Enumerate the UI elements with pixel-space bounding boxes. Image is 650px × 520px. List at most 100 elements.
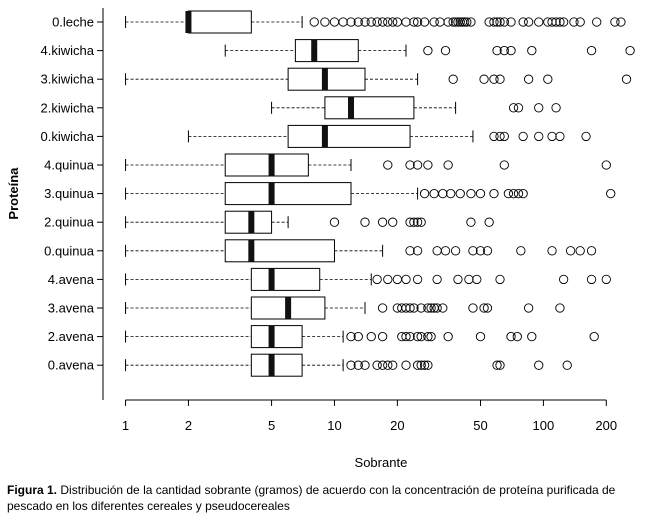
median-bar (248, 239, 255, 262)
outlier-point (466, 217, 476, 227)
median-bar (268, 268, 275, 291)
outlier-point (346, 331, 356, 342)
median-bar (348, 96, 355, 119)
outlier-point (450, 17, 461, 27)
outlier-point (506, 45, 516, 56)
outlier-point (482, 246, 493, 256)
outlier-point (401, 303, 411, 313)
outlier-point (438, 303, 448, 313)
outlier-point (388, 217, 398, 227)
outlier-point (419, 360, 430, 370)
box (187, 10, 252, 34)
box (224, 182, 352, 206)
outlier-point (586, 274, 597, 285)
outlier-point (409, 17, 419, 27)
outlier-point (512, 331, 522, 342)
y-tick-label: 0.quinua (44, 243, 95, 258)
median-bar (285, 297, 292, 319)
outlier-point (523, 17, 534, 27)
outlier-point (499, 160, 509, 170)
outlier-point (383, 17, 393, 27)
outlier-point (429, 17, 439, 27)
outlier-point (518, 188, 528, 199)
outlier-point (432, 274, 442, 285)
outlier-point (492, 360, 502, 370)
outlier-point (401, 331, 411, 342)
box (294, 39, 359, 63)
outlier-point (562, 360, 572, 370)
outlier-point (464, 274, 474, 285)
outlier-point (405, 303, 415, 313)
outlier-point (482, 303, 493, 313)
outlier-point (405, 160, 415, 170)
outlier-point (479, 74, 489, 84)
outlier-point (499, 17, 509, 27)
outlier-point (503, 188, 514, 199)
outlier-point (360, 217, 370, 227)
outlier-point (360, 360, 370, 370)
outlier-point (329, 17, 340, 27)
x-tick-label: 1 (122, 418, 129, 433)
outlier-point (423, 331, 433, 342)
outlier-point (513, 188, 524, 199)
outlier-point (426, 331, 436, 342)
outlier-point (472, 274, 482, 285)
y-tick-label: 2.avena (48, 329, 95, 344)
box (324, 96, 415, 120)
outlier-point (377, 331, 388, 342)
outlier-point (409, 303, 419, 313)
outlier-point (492, 17, 502, 27)
outlier-point (547, 131, 557, 142)
outlier-point (412, 160, 423, 170)
outlier-point (388, 360, 398, 370)
outlier-point (412, 331, 423, 342)
outlier-point (448, 17, 458, 27)
outlier-point (366, 331, 376, 342)
x-tick-label: 10 (327, 418, 341, 433)
outlier-point (443, 331, 453, 342)
outlier-point (416, 303, 426, 313)
outlier-point (423, 45, 433, 56)
outlier-point (621, 74, 632, 84)
outlier-point (405, 246, 415, 256)
outlier-point (508, 103, 519, 113)
outlier-point (489, 17, 499, 27)
x-tick-label: 2 (185, 418, 192, 433)
median-bar (248, 211, 255, 234)
outlier-point (475, 246, 486, 256)
box (250, 267, 321, 291)
median-bar (185, 11, 192, 33)
median-bar (321, 125, 328, 148)
outlier-point (518, 131, 528, 142)
outlier-point (435, 17, 445, 27)
outlier-point (338, 17, 348, 27)
outlier-point (479, 303, 489, 313)
outlier-point (409, 217, 419, 227)
outlier-point (360, 17, 370, 27)
outlier-point (392, 274, 403, 285)
outlier-point (489, 188, 499, 199)
outlier-point (423, 160, 433, 170)
outlier-point (508, 188, 519, 199)
box (224, 239, 335, 263)
outlier-point (412, 274, 423, 285)
outlier-point (377, 360, 388, 370)
box (250, 325, 303, 349)
outlier-point (423, 303, 433, 313)
outlier-point (489, 131, 499, 142)
figure-caption: Figura 1. Distribución de la cantidad so… (7, 482, 637, 514)
outlier-point (419, 188, 430, 199)
outlier-point (547, 17, 557, 27)
outlier-point (586, 45, 597, 56)
outlier-point (551, 17, 561, 27)
outlier-point (575, 17, 585, 27)
outlier-point (448, 74, 458, 84)
caption-text: Distribución de la cantidad sobrante (gr… (7, 483, 616, 513)
outlier-point (401, 274, 411, 285)
x-tick-label: 100 (533, 418, 555, 433)
outlier-point (513, 103, 524, 113)
outlier-point (516, 246, 526, 256)
outlier-point (423, 360, 433, 370)
outlier-point (492, 45, 502, 56)
outlier-point (534, 103, 544, 113)
